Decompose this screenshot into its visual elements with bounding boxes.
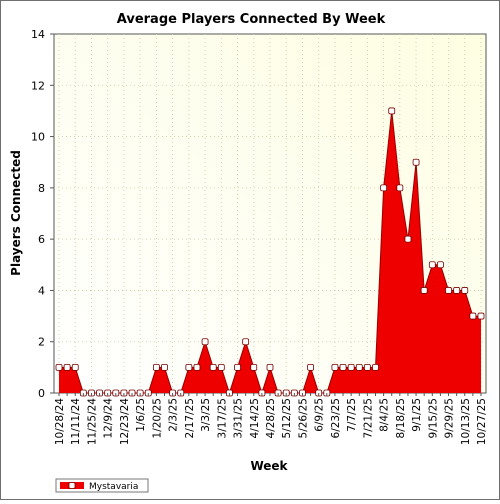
legend-marker-icon	[68, 482, 76, 489]
data-point	[461, 287, 469, 294]
y-tick-label: 0	[38, 387, 45, 400]
data-point	[250, 363, 258, 371]
data-point	[396, 184, 404, 192]
data-point	[185, 363, 193, 371]
data-point	[380, 184, 388, 192]
data-point	[209, 363, 217, 371]
data-point	[339, 363, 347, 371]
y-tick-label: 4	[38, 284, 45, 297]
data-point	[453, 287, 461, 294]
data-point	[363, 363, 371, 371]
x-axis: 10/28/24 11/11/24 11/25/24 12/9/24 12/23/24 1…	[54, 398, 488, 445]
data-point	[388, 107, 396, 115]
x-tick-label: 5/26/25	[297, 398, 309, 438]
data-point	[55, 363, 63, 371]
x-tick-label: 11/25/24	[86, 398, 98, 445]
data-point	[420, 287, 428, 294]
x-tick-label: 10/13/25	[460, 398, 472, 445]
data-point	[469, 312, 477, 320]
chart-title: Average Players Connected By Week	[117, 12, 386, 27]
x-tick-label: 6/9/25	[314, 398, 326, 432]
data-point	[307, 363, 314, 371]
data-point	[437, 261, 444, 269]
x-tick-label: 8/4/25	[379, 398, 391, 432]
y-axis: 0 2 4 6 8 10 12 14	[31, 28, 482, 400]
data-point	[234, 363, 241, 371]
series-markers	[55, 107, 485, 397]
data-point	[445, 287, 452, 294]
y-tick-label: 10	[31, 131, 45, 144]
data-point	[266, 363, 274, 371]
y-tick-label: 14	[31, 28, 45, 41]
data-point	[355, 363, 363, 371]
y-tick-label: 6	[38, 233, 45, 246]
x-tick-label: 7/7/25	[346, 398, 358, 432]
data-point	[428, 261, 436, 269]
data-point	[404, 235, 412, 243]
x-tick-label: 6/23/25	[330, 398, 342, 438]
data-point	[201, 338, 209, 346]
data-point	[161, 363, 168, 371]
data-point	[477, 312, 485, 320]
x-axis-label: Week	[250, 459, 288, 473]
data-point	[331, 363, 339, 371]
data-point	[242, 338, 250, 346]
data-point	[347, 363, 355, 371]
x-tick-label: 12/23/24	[119, 398, 131, 445]
x-tick-label: 12/9/24	[103, 398, 115, 439]
x-tick-label: 4/14/25	[249, 398, 261, 438]
data-point	[71, 363, 79, 371]
data-point	[193, 363, 201, 371]
y-tick-label: 8	[38, 182, 45, 195]
x-tick-label: 9/29/25	[444, 398, 456, 438]
x-tick-label: 3/17/25	[216, 398, 228, 438]
x-tick-label: 1/6/25	[135, 398, 147, 432]
x-tick-label: 10/28/24	[54, 398, 66, 445]
x-tick-label: 2/17/25	[184, 398, 196, 438]
x-tick-label: 7/21/25	[362, 398, 374, 438]
data-point	[63, 363, 71, 371]
x-tick-label: 9/15/25	[427, 398, 439, 438]
x-tick-label: 9/1/25	[411, 398, 423, 432]
legend-label: Mystavaria	[89, 482, 138, 492]
x-tick-label: 3/31/25	[233, 398, 245, 438]
y-tick-label: 12	[31, 79, 45, 92]
x-tick-label: 11/11/24	[70, 398, 82, 445]
x-tick-label: 3/3/25	[200, 398, 212, 432]
x-tick-label: 8/18/25	[395, 398, 407, 438]
data-point	[217, 363, 225, 371]
y-tick-label: 2	[38, 336, 45, 349]
x-tick-label: 5/12/25	[281, 398, 293, 438]
x-tick-label: 4/28/25	[265, 398, 277, 438]
legend: Mystavaria	[55, 478, 149, 493]
data-point	[412, 158, 420, 166]
x-tick-label: 1/20/25	[151, 398, 163, 438]
y-axis-label: Players Connected	[9, 150, 23, 276]
data-point	[372, 363, 379, 371]
data-point	[152, 363, 160, 371]
x-tick-label: 10/27/25	[476, 398, 488, 445]
series-area-fill	[59, 110, 481, 394]
x-tick-label: 2/3/25	[168, 398, 180, 432]
